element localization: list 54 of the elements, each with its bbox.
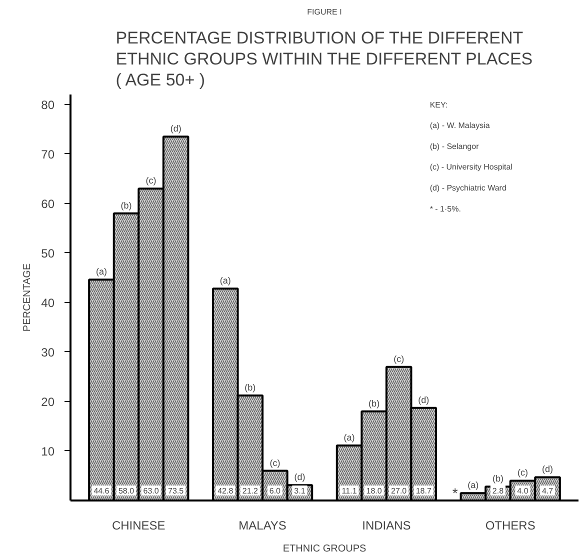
text: (a) [344,432,355,443]
y-tick-label: 20 [41,394,55,409]
chart-title: PERCENTAGE DISTRIBUTION OF THE DIFFERENT ETHNIC GROUPS WITHIN THE DIFFERENT PLACES ( AGE 50+ ) [116,28,533,90]
x-tick-label: MALAYS [238,518,286,532]
data-label: 44.6 [94,486,110,496]
series-label: (b) [120,200,132,210]
text: (c) [270,458,280,468]
y-tick-label: 30 [41,345,55,360]
series-label: (d) [170,124,182,134]
data-label: 18.0 [366,486,382,496]
annotation: (b) - Selangor [430,142,480,151]
data-label: 73.5 [168,486,184,496]
annotation: (c) - University Hospital [430,162,513,172]
y-tick-label: 80 [41,98,55,112]
text: (b) [368,398,380,408]
data-label: 27.0 [391,486,408,496]
y-axis-title: PERCENTAGE [22,263,34,332]
x-tick-label: INDIANS [362,518,411,532]
annotation: (a) - W. Malaysia [430,121,490,130]
annotation: (d) - Psychiatric Ward [430,184,506,193]
text: (c) [394,354,404,364]
text: (b) [244,382,256,393]
annotation: * - 1·5%. [430,204,461,214]
data-label: 4.0 [517,486,529,496]
annotation: KEY: [430,100,448,110]
y-tick-label: 60 [41,196,55,211]
x-tick-label: OTHERS [485,518,536,532]
data-label: 3.1 [294,486,306,496]
text: (d) [294,472,306,482]
y-tick-label: 40 [41,296,55,310]
data-label: 6.0 [269,486,282,496]
text: (d) [418,394,430,405]
chart-subtitle: FIGURE I [307,8,342,16]
data-label: 18.7 [416,486,432,496]
text: (a) [220,276,231,286]
y-tick-label: 70 [41,147,55,162]
data-label: * [452,485,458,502]
series-label: (c) [146,176,156,186]
text: (a) [468,480,479,490]
y-tick-label: 50 [41,246,55,260]
series-label: (a) [96,266,107,277]
text: (b) [492,474,504,484]
data-label: 21.2 [242,486,258,496]
data-label: 63.0 [143,486,160,496]
data-label: 11.1 [342,486,358,496]
data-label: 58.0 [118,486,135,496]
y-tick-label: 10 [41,444,55,458]
data-label: 4.7 [542,486,554,496]
x-axis-title: ETHNIC GROUPS [282,544,366,554]
data-label: 42.8 [218,486,234,496]
data-label: 2.8 [492,486,504,496]
x-tick-label: CHINESE [112,518,166,532]
text: (d) [542,464,554,474]
text: (c) [517,468,528,478]
